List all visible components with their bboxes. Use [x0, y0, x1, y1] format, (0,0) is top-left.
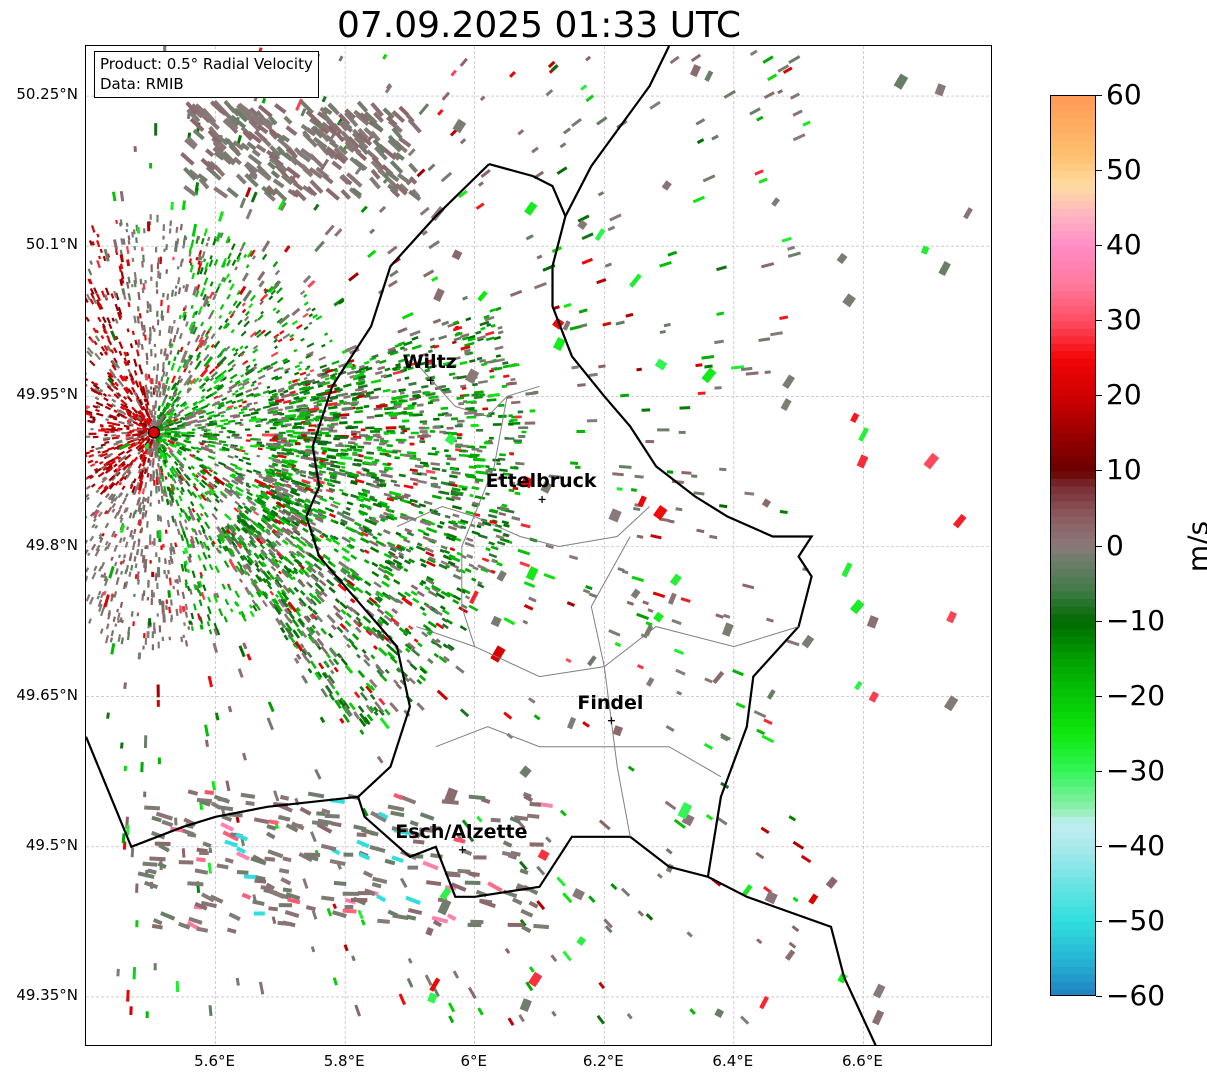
- belgium-germany-border: [564, 46, 671, 217]
- lat-tick-label: 49.8°N: [25, 535, 78, 554]
- colorbar-tick-mark: [1096, 95, 1102, 96]
- colorbar-tick-label: 20: [1106, 378, 1142, 412]
- radar-echoes: [86, 46, 973, 1026]
- germany-france-border: [707, 875, 877, 1045]
- city-label: Findel: [577, 691, 644, 714]
- radar-map[interactable]: [85, 45, 992, 1046]
- country-borders: [86, 46, 877, 1045]
- colorbar-tick-mark: [1096, 770, 1102, 772]
- colorbar-tick-mark: [1096, 545, 1102, 547]
- colorbar-tick-mark: [1096, 920, 1102, 922]
- colorbar-tick-label: −30: [1106, 753, 1166, 787]
- lat-tick-label: 49.5°N: [25, 835, 78, 854]
- district-border: [435, 726, 722, 778]
- lon-tick-label: 5.6°E: [194, 1052, 235, 1070]
- map-title: 07.09.2025 01:33 UTC: [336, 5, 742, 46]
- city-marker: [427, 376, 435, 384]
- city-marker: [607, 717, 615, 725]
- lat-tick-label: 50.1°N: [25, 235, 78, 254]
- colorbar-tick-label: 60: [1106, 78, 1142, 111]
- lat-tick-label: 49.65°N: [16, 685, 78, 704]
- velocity-colorbar: [1050, 95, 1096, 996]
- city-label: Wiltz: [402, 351, 457, 374]
- colorbar-tick-label: 40: [1106, 228, 1142, 262]
- colorbar-tick-mark: [1096, 996, 1102, 997]
- product-info-box: Product: 0.5° Radial Velocity Data: RMIB: [94, 51, 319, 98]
- district-border: [416, 626, 799, 678]
- colorbar-tick-mark: [1096, 695, 1102, 697]
- belgium-france-border: [86, 736, 359, 849]
- city-marker: [458, 846, 466, 854]
- colorbar-tick-mark: [1096, 245, 1102, 247]
- lon-tick-label: 6.2°E: [582, 1052, 624, 1070]
- district-border: [461, 396, 508, 647]
- lat-tick-label: 50.25°N: [16, 85, 78, 104]
- colorbar-tick-label: −20: [1106, 678, 1166, 712]
- lon-tick-label: 5.8°E: [323, 1052, 365, 1070]
- district-border: [396, 505, 650, 548]
- radar-site-marker: [147, 426, 161, 439]
- colorbar-tick-label: 50: [1106, 153, 1142, 187]
- lon-tick-label: 6.6°E: [842, 1052, 883, 1070]
- product-label: Product: 0.5° Radial Velocity: [100, 55, 313, 73]
- gridlines: [86, 46, 991, 1045]
- colorbar-unit-label: m/s: [1181, 520, 1207, 573]
- colorbar-tick-label: 0: [1106, 528, 1124, 562]
- colorbar-tick-mark: [1096, 620, 1102, 622]
- colorbar-tick-mark: [1096, 395, 1102, 397]
- colorbar-tick-label: 10: [1106, 453, 1142, 487]
- city-label: Ettelbruck: [485, 470, 597, 493]
- city-label: Esch/Alzette: [395, 820, 528, 843]
- lat-tick-label: 49.95°N: [16, 385, 78, 404]
- colorbar-tick-mark: [1096, 170, 1102, 172]
- radar-map-canvas: [86, 46, 991, 1045]
- district-border: [590, 536, 631, 837]
- district-border: [409, 355, 540, 417]
- lon-tick-label: 6°E: [460, 1052, 487, 1070]
- colorbar-tick-mark: [1096, 845, 1102, 847]
- luxembourg-border: [305, 163, 814, 898]
- colorbar-tick-label: −10: [1106, 603, 1166, 637]
- colorbar-tick-label: −50: [1106, 903, 1166, 937]
- colorbar-tick-label: −60: [1106, 979, 1166, 1012]
- city-marker: [538, 495, 546, 503]
- lat-tick-label: 49.35°N: [16, 985, 78, 1004]
- data-source-label: Data: RMIB: [100, 75, 184, 93]
- colorbar-tick-label: −40: [1106, 828, 1166, 862]
- colorbar-tick-mark: [1096, 320, 1102, 322]
- lon-tick-label: 6.4°E: [712, 1052, 754, 1070]
- colorbar-tick-mark: [1096, 470, 1102, 472]
- colorbar-tick-label: 30: [1106, 303, 1142, 337]
